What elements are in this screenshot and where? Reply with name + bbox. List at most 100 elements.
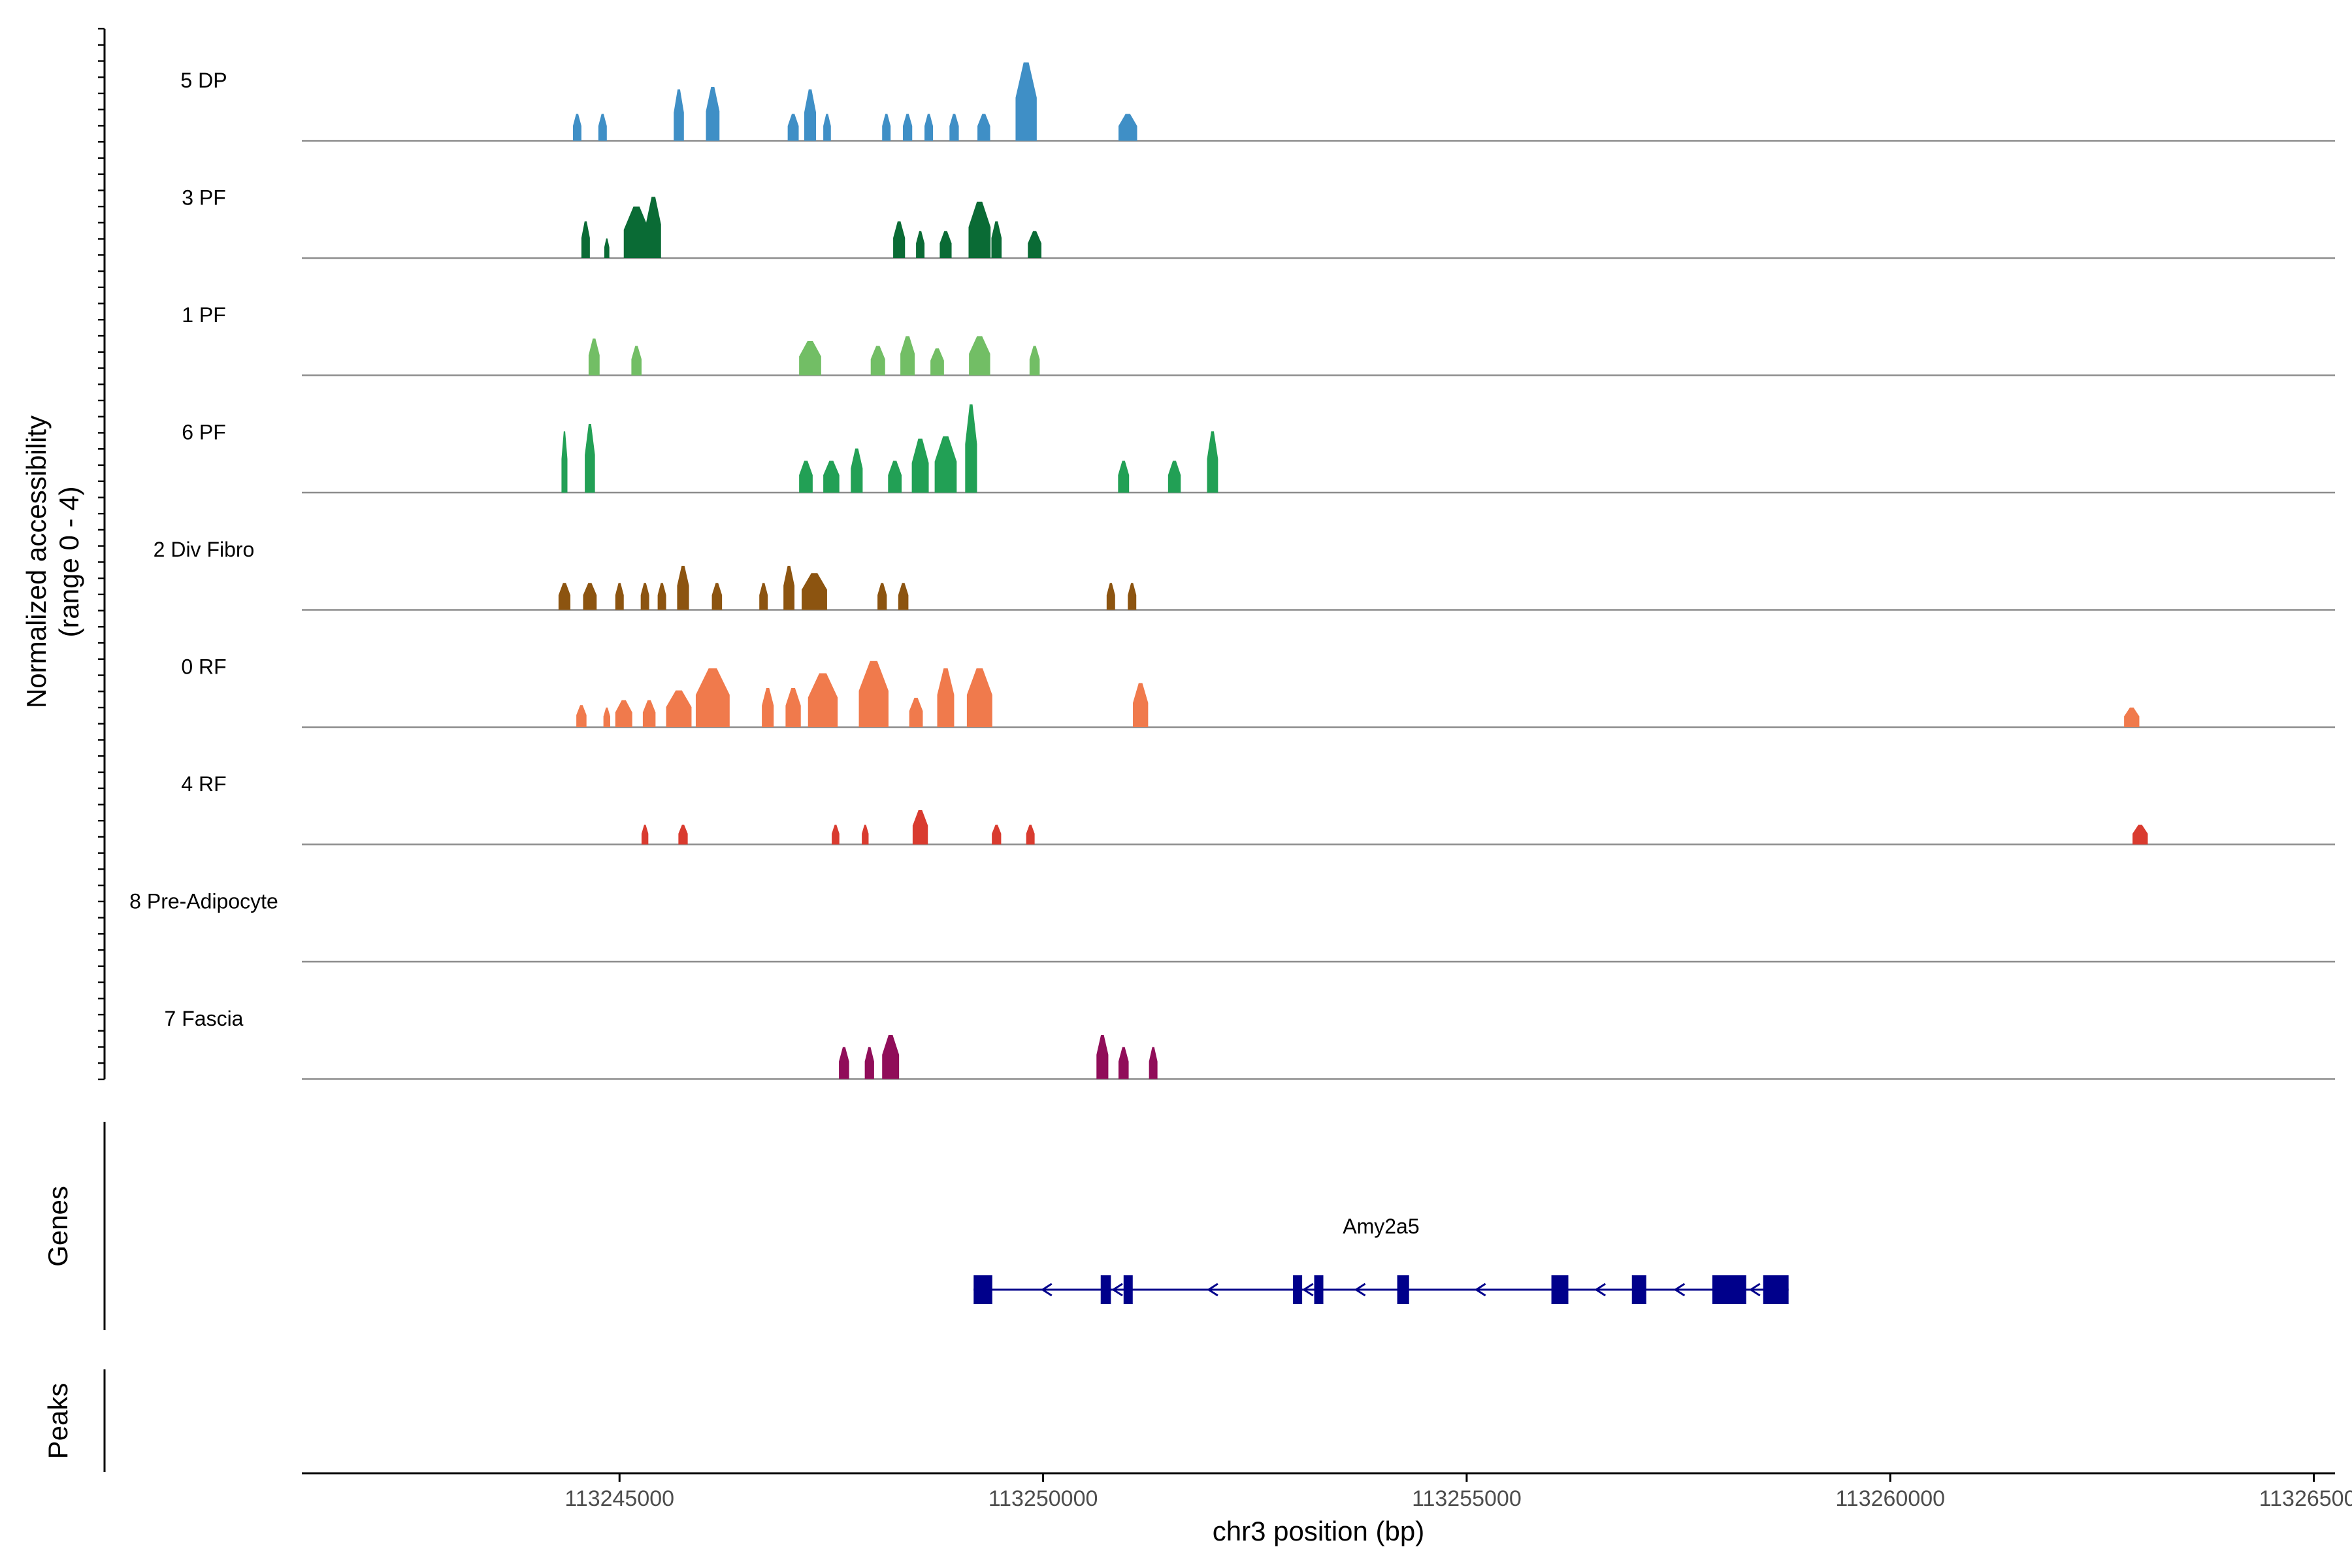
coverage-peak: [902, 114, 913, 141]
track-label: 5 DP: [180, 69, 227, 92]
coverage-peak: [695, 668, 730, 727]
coverage-peak: [631, 346, 642, 376]
track-label: 2 Div Fibro: [154, 538, 255, 561]
gene-exon: [1100, 1275, 1111, 1304]
coverage-peak: [1028, 231, 1041, 258]
coverage-peak: [1015, 62, 1037, 141]
coverage-peak: [581, 221, 590, 258]
coverage-peak: [858, 661, 889, 727]
coverage-peak: [916, 231, 925, 258]
coverage-peak: [641, 825, 649, 845]
y-axis-title-line2: (range 0 - 4): [54, 486, 84, 637]
coverage-peak: [939, 231, 952, 258]
peaks-panel-label: Peaks: [42, 1383, 73, 1460]
coverage-peak: [977, 114, 990, 141]
gene-exon: [1123, 1275, 1133, 1304]
accessibility-y-axis: [98, 27, 106, 1081]
coverage-peak: [799, 461, 813, 493]
track-label: 3 PF: [182, 186, 226, 210]
genes-panel: Genes Amy2a5: [42, 1122, 1789, 1330]
coverage-peak: [2132, 825, 2148, 845]
strand-arrow: [1474, 1282, 1486, 1297]
x-axis-title: chr3 position (bp): [1213, 1516, 1425, 1546]
strand-arrow: [1207, 1282, 1218, 1297]
coverage-peak: [832, 825, 840, 845]
coverage-peak: [924, 114, 934, 141]
gene-exon: [1397, 1275, 1409, 1304]
coverage-peak: [1168, 461, 1181, 493]
coverage-peak: [900, 336, 915, 376]
coverage-peak: [759, 583, 768, 610]
track-7-fascia: 7 Fascia: [165, 1007, 2335, 1080]
coverage-peak: [1118, 461, 1130, 493]
coverage-peak: [558, 583, 571, 610]
coverage-peak: [877, 583, 887, 610]
track-0-rf: 0 RF: [181, 655, 2335, 728]
coverage-peak: [615, 700, 632, 727]
gene-exon: [1763, 1275, 1789, 1304]
coverage-peak: [937, 668, 955, 727]
strand-arrow: [1749, 1282, 1761, 1297]
track-2-div-fibro: 2 Div Fibro: [154, 538, 2335, 611]
gene-exon: [973, 1275, 992, 1304]
coverage-peak: [839, 1047, 849, 1079]
coverage-peak: [862, 825, 869, 845]
coverage-peak: [823, 461, 840, 493]
coverage-peak: [965, 404, 977, 493]
coverage-peak: [968, 201, 991, 258]
track-8-pre-adipocyte: 8 Pre-Adipocyte: [129, 890, 2335, 963]
coverage-peak: [1149, 1047, 1158, 1079]
coverage-peak: [1207, 431, 1218, 493]
coverage-peak: [711, 583, 723, 610]
accessibility-tracks: 5 DP 3 PF 1 PF 6 PF 2 Div Fibro 0 RF 4 RF 8 Pre…: [129, 62, 2335, 1080]
coverage-peak: [888, 461, 902, 493]
coverage-peak: [949, 114, 959, 141]
coverage-peak: [583, 583, 597, 610]
track-3-pf: 3 PF: [182, 186, 2335, 259]
track-label: 4 RF: [181, 772, 226, 796]
coverage-peak: [561, 431, 568, 493]
coverage-peak: [934, 436, 957, 493]
coverage-peak: [706, 87, 720, 141]
strand-arrow: [1040, 1282, 1053, 1297]
strand-arrow: [1111, 1282, 1123, 1297]
coverage-peak: [823, 114, 831, 141]
coverage-peak: [1026, 825, 1035, 845]
coverage-peak: [603, 708, 610, 727]
coverage-peak: [969, 336, 990, 376]
coverage-peak: [966, 668, 992, 727]
coverage-peak: [802, 573, 827, 610]
coverage-peak: [1128, 583, 1137, 610]
x-axis-tick-label: 113250000: [988, 1486, 1098, 1511]
x-axis-tick-label: 113245000: [564, 1486, 674, 1511]
coverage-peak: [882, 1035, 900, 1079]
coverage-peak: [604, 238, 610, 258]
gene-exon: [1551, 1275, 1569, 1304]
coverage-peak: [1029, 346, 1040, 376]
track-1-pf: 1 PF: [182, 303, 2335, 376]
coverage-peak: [870, 346, 885, 376]
coverage-peak: [588, 338, 600, 376]
coverage-peak: [2124, 708, 2140, 727]
y-axis-title-line1: Normalized accessibility: [21, 416, 52, 708]
coverage-peak: [677, 566, 689, 610]
track-5-dp: 5 DP: [180, 62, 2335, 142]
gene-exon: [1631, 1275, 1646, 1304]
gene-exon: [1314, 1275, 1324, 1304]
gene-name-label: Amy2a5: [1343, 1215, 1419, 1238]
coverage-peak: [991, 221, 1002, 258]
x-axis: chr3 position (bp) 113245000 113250000 113…: [302, 1472, 2352, 1546]
coverage-peak: [666, 690, 692, 727]
coverage-peak: [1106, 583, 1115, 610]
track-label: 6 PF: [182, 421, 226, 444]
coverage-peak: [678, 825, 688, 845]
track-6-pf: 6 PF: [182, 404, 2335, 494]
coverage-peak: [585, 424, 595, 493]
peaks-panel: Peaks: [42, 1369, 106, 1472]
coverage-peak: [912, 810, 928, 845]
coverage-peak: [645, 197, 661, 258]
coverage-peak: [785, 688, 801, 727]
x-axis-tick-label: 113265000: [2259, 1486, 2352, 1511]
coverage-peak: [1096, 1035, 1109, 1079]
